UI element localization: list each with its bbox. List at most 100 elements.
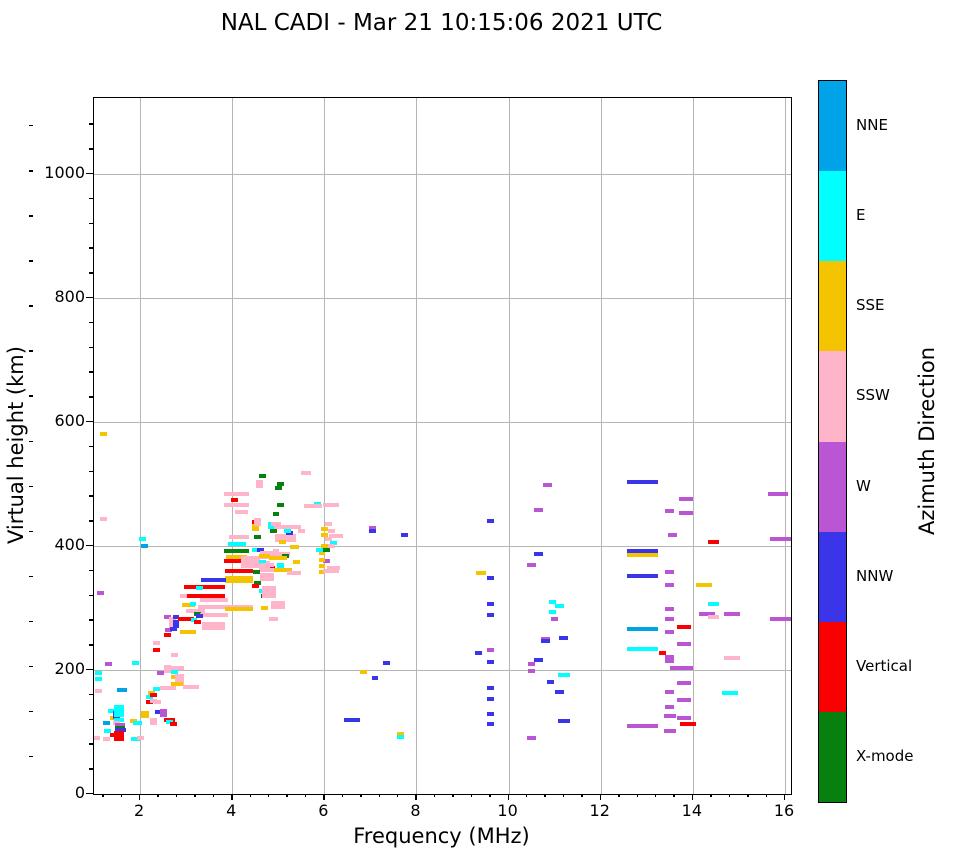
y-minor-tick — [89, 445, 93, 448]
data-point — [258, 473, 266, 478]
data-point — [486, 712, 494, 717]
data-point — [145, 700, 153, 705]
x-minor-tick — [175, 794, 178, 797]
data-point — [527, 563, 537, 568]
data-point — [150, 721, 158, 726]
colorbar-tick — [29, 440, 33, 442]
data-point — [129, 719, 137, 724]
data-point — [199, 612, 228, 617]
data-point — [665, 690, 675, 695]
data-point — [383, 661, 390, 666]
data-point — [181, 602, 196, 607]
data-point — [676, 641, 691, 646]
data-point — [159, 712, 167, 717]
data-point — [528, 669, 536, 674]
x-major-tick — [691, 794, 694, 800]
data-point — [95, 671, 103, 676]
y-minor-tick — [89, 470, 93, 472]
x-major-tick — [323, 794, 325, 800]
data-point — [152, 648, 160, 653]
gridline-vertical — [232, 98, 234, 794]
x-minor-tick — [544, 794, 546, 797]
x-minor-tick — [728, 794, 731, 797]
data-point — [155, 709, 162, 714]
gridline-horizontal — [94, 670, 791, 671]
gridline-vertical — [140, 98, 142, 794]
x-tick-label: 6 — [318, 801, 329, 820]
data-point — [667, 532, 677, 537]
data-point — [196, 614, 204, 619]
data-point — [277, 503, 285, 508]
data-point — [546, 679, 554, 684]
x-minor-tick — [341, 794, 344, 797]
y-minor-tick — [89, 569, 93, 572]
data-point — [665, 630, 675, 635]
data-point — [770, 536, 791, 541]
data-point — [157, 671, 165, 676]
x-minor-tick — [747, 794, 749, 797]
data-point — [271, 601, 286, 606]
x-major-tick — [599, 794, 602, 800]
x-tick-label: 8 — [410, 801, 421, 820]
data-point — [110, 733, 118, 738]
data-point — [182, 685, 199, 690]
data-point — [707, 540, 720, 545]
data-point — [543, 483, 553, 488]
x-minor-tick — [581, 794, 583, 797]
y-major-tick — [86, 173, 93, 175]
data-point — [303, 504, 323, 509]
data-point — [262, 586, 276, 591]
data-point — [114, 730, 125, 735]
data-point — [130, 736, 141, 741]
data-point — [164, 615, 172, 620]
data-point — [259, 576, 274, 581]
data-point — [548, 609, 556, 614]
y-minor-tick — [89, 346, 93, 348]
data-point — [323, 548, 331, 553]
x-minor-tick — [360, 794, 362, 797]
data-point — [178, 617, 195, 622]
data-point — [227, 541, 246, 546]
colorbar-tick-label: E — [856, 206, 866, 225]
x-tick-label: 16 — [773, 801, 795, 820]
data-point — [254, 521, 261, 526]
page-title: NAL CADI - Mar 21 10:15:06 2021 UTC — [220, 10, 663, 36]
data-point — [318, 563, 326, 568]
x-tick-label: 2 — [133, 801, 145, 820]
data-point — [369, 526, 377, 531]
x-minor-tick — [249, 794, 252, 797]
y-axis-label: Virtual height (km) — [4, 346, 28, 544]
data-point — [95, 677, 103, 682]
colorbar-tick — [29, 170, 33, 172]
data-point — [676, 715, 691, 720]
data-point — [258, 553, 271, 558]
data-point — [226, 554, 248, 559]
colorbar-tick-label: X-mode — [856, 746, 914, 765]
data-point — [271, 604, 286, 609]
data-point — [528, 661, 536, 666]
data-point — [554, 689, 564, 694]
data-point — [696, 583, 713, 588]
data-point — [475, 651, 483, 656]
data-point — [486, 519, 494, 524]
data-point — [665, 616, 675, 621]
data-point — [259, 551, 274, 556]
data-point — [323, 503, 340, 508]
gridline-vertical — [600, 98, 602, 794]
colorbar-segment — [819, 171, 846, 262]
data-point — [318, 557, 326, 562]
colorbar-tick — [29, 350, 33, 352]
data-point — [159, 685, 176, 690]
data-point — [554, 604, 564, 609]
data-point — [164, 668, 172, 673]
gridline-vertical — [692, 98, 694, 794]
x-minor-tick — [452, 794, 454, 797]
data-point — [201, 578, 227, 583]
gridline-vertical — [324, 98, 326, 794]
data-point — [676, 697, 691, 702]
data-point — [262, 589, 276, 594]
x-minor-tick — [489, 794, 491, 797]
data-point — [325, 536, 333, 541]
data-point — [274, 534, 296, 539]
y-minor-tick — [89, 247, 93, 249]
